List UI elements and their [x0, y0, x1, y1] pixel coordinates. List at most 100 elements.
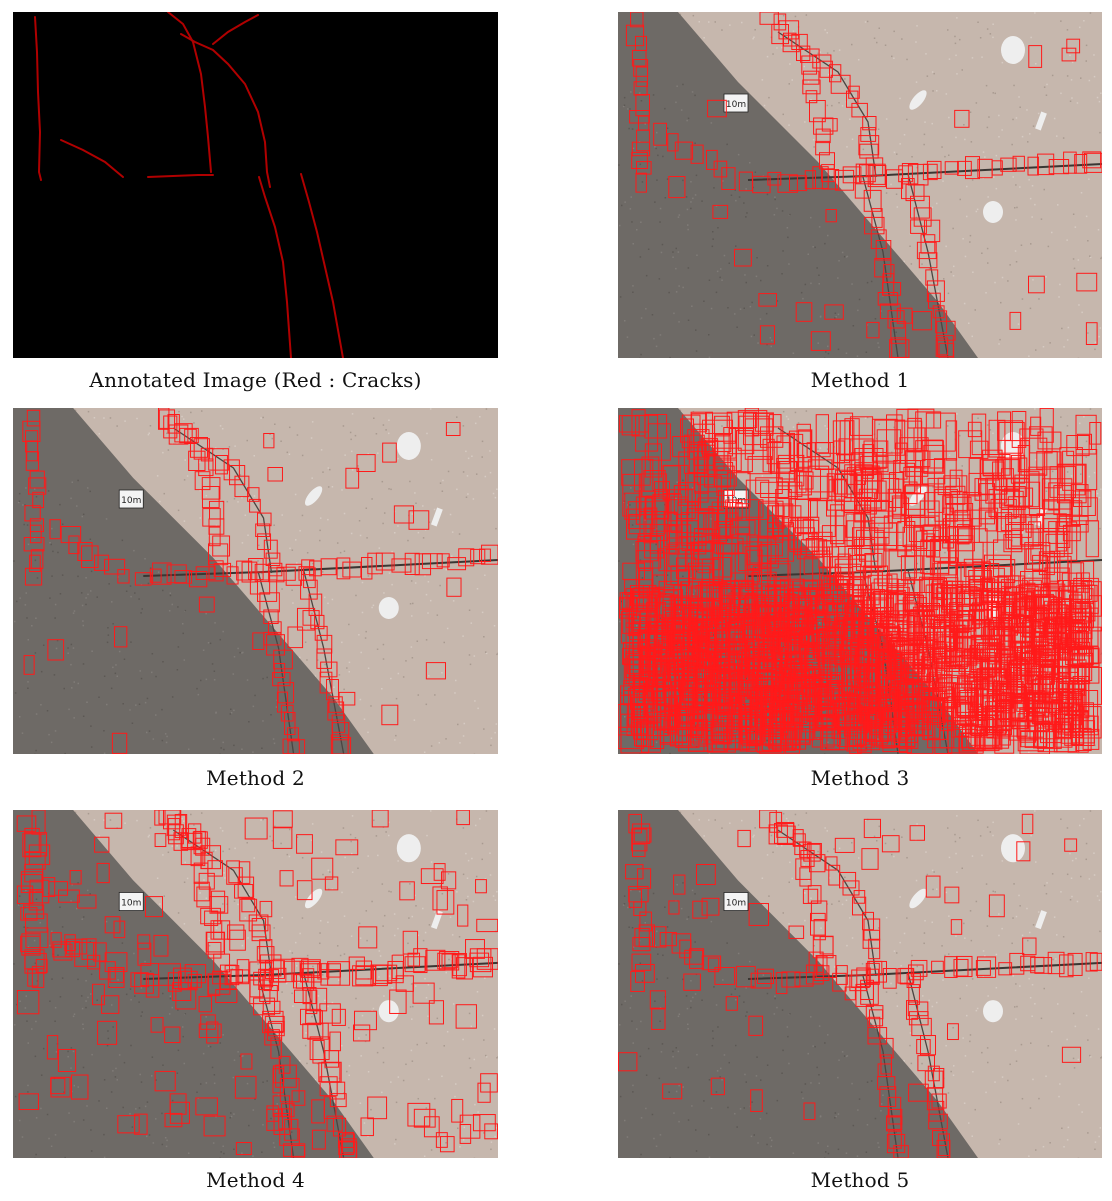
detection-box — [855, 983, 874, 1007]
detection-box — [81, 545, 99, 568]
detection-box — [799, 471, 814, 490]
detection-box — [756, 659, 774, 700]
detection-box — [737, 829, 751, 848]
detection-box — [668, 542, 700, 567]
detection-box — [433, 863, 446, 881]
detection-box — [1000, 157, 1017, 172]
detection-box — [681, 520, 699, 551]
annotated-image — [13, 12, 498, 358]
detection-box — [899, 730, 912, 754]
detection-box — [234, 1075, 257, 1099]
detection-box — [1059, 954, 1074, 978]
detection-box — [639, 514, 669, 542]
detection-box — [255, 523, 271, 537]
detection-box — [956, 955, 973, 978]
detection-box — [1067, 952, 1083, 976]
detection-box — [381, 704, 399, 726]
detection-box — [985, 477, 1007, 504]
detection-box — [268, 621, 282, 635]
detection-box — [154, 833, 167, 848]
detection-box — [200, 447, 214, 462]
detection-box — [879, 1037, 894, 1059]
detection-box — [439, 951, 460, 971]
detection-box — [635, 414, 659, 452]
detection-box — [904, 450, 931, 468]
detection-box — [413, 1108, 436, 1128]
detection-box — [236, 560, 253, 581]
detection-box — [1029, 690, 1046, 716]
detection-box — [867, 165, 887, 188]
detection-box — [759, 810, 777, 829]
detection-box — [747, 456, 773, 475]
detection-box — [879, 303, 901, 320]
detection-box — [866, 321, 880, 339]
detection-box — [750, 714, 762, 746]
detection-box — [936, 337, 949, 356]
detection-box — [624, 492, 640, 520]
detection-box — [815, 955, 837, 978]
detection-box — [811, 716, 835, 748]
detection-box — [272, 827, 293, 849]
detection-box — [858, 637, 877, 671]
detection-box — [916, 241, 937, 260]
detection-box — [882, 273, 895, 296]
detection-box — [881, 707, 896, 749]
detection-box — [945, 514, 972, 543]
detection-box — [771, 24, 790, 45]
caption-method-1: Method 1 — [810, 368, 910, 392]
detection-box — [998, 422, 1025, 459]
detection-box — [984, 511, 997, 532]
detection-box — [626, 716, 654, 736]
detection-box — [235, 1142, 252, 1156]
detection-box — [284, 1118, 299, 1141]
detection-box — [839, 871, 857, 889]
detection-box — [844, 986, 856, 1001]
caption-method-4: Method 4 — [206, 1168, 305, 1192]
detection-box — [479, 548, 491, 563]
detection-box — [370, 964, 388, 987]
detection-box — [836, 571, 855, 588]
detection-box — [311, 1129, 326, 1150]
detection-box — [691, 541, 721, 571]
detection-box — [734, 248, 752, 267]
detection-box — [834, 837, 855, 853]
detection-box — [1077, 433, 1092, 450]
detection-box — [204, 910, 219, 926]
detection-box — [35, 958, 48, 973]
detection-box — [931, 960, 944, 974]
detection-box — [788, 430, 812, 463]
detection-box — [320, 558, 337, 576]
detection-box — [799, 867, 812, 887]
detection-box — [284, 712, 296, 735]
detection-box — [644, 535, 664, 559]
detection-box — [715, 617, 745, 643]
detection-box — [997, 411, 1012, 441]
detection-box — [865, 157, 884, 177]
detection-box — [871, 208, 883, 228]
detection-box — [714, 967, 736, 985]
detection-box — [389, 989, 407, 1014]
detection-box — [81, 938, 97, 960]
detection-box — [1028, 521, 1042, 565]
detection-box — [926, 280, 945, 302]
detection-box — [874, 419, 906, 456]
detection-box — [988, 419, 1006, 458]
detection-box — [26, 409, 41, 427]
detection-box — [24, 832, 48, 857]
detection-box — [901, 493, 925, 516]
detection-box — [991, 627, 1004, 651]
detection-box — [633, 827, 652, 843]
detection-box — [1019, 597, 1038, 621]
detection-box — [283, 960, 304, 975]
detection-box — [726, 502, 743, 520]
detection-box — [476, 918, 498, 933]
detection-box — [77, 542, 93, 561]
detection-box — [252, 632, 265, 650]
detection-box — [926, 160, 942, 179]
detection-box — [810, 331, 831, 351]
detection-box — [208, 543, 229, 566]
detection-box — [693, 533, 719, 560]
detection-box — [842, 880, 860, 896]
detection-box — [769, 617, 798, 635]
detection-box — [644, 414, 668, 439]
